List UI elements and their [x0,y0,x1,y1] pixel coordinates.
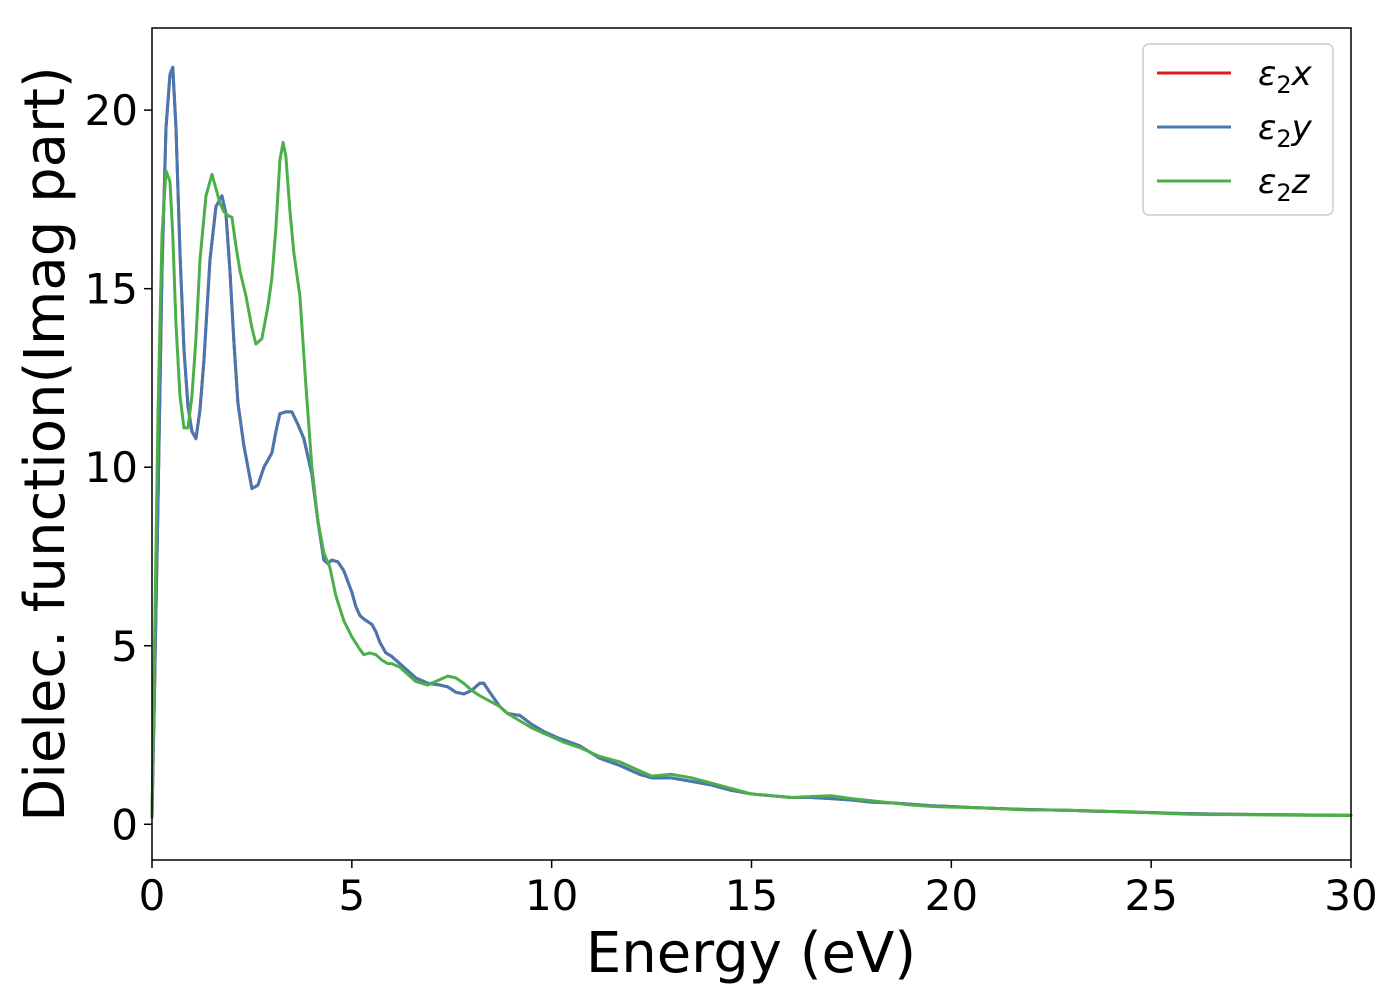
x-tick-label: 5 [338,871,365,920]
x-axis-title: Energy (eV) [586,921,916,986]
legend-entry-z: ε2z [1157,162,1311,207]
x-tick-label: 0 [139,871,166,920]
plot-area [150,65,1353,819]
legend-entry-x: ε2x [1157,54,1313,99]
x-tick-label: 20 [925,871,978,920]
y-tick-label: 15 [85,265,138,314]
x-axis: 0 5 10 15 20 25 30 [139,860,1378,920]
y-tick-label: 5 [111,622,138,671]
y-tick-label: 0 [111,800,138,849]
y-tick-label: 20 [85,86,138,135]
legend-label: ε2x [1258,54,1313,99]
x-tick-label: 15 [725,871,778,920]
legend: ε2x ε2y ε2z [1142,43,1334,216]
legend-label: ε2y [1258,108,1313,153]
legend-box [1142,43,1334,216]
y-tick-label: 10 [85,443,138,492]
x-tick-label: 10 [525,871,578,920]
y-axis: 0 5 10 15 20 [85,86,152,849]
x-tick-label: 30 [1324,871,1377,920]
series-line-z [150,140,1353,819]
y-axis-title: Dielec. function(Imag part) [13,66,78,822]
legend-label: ε2z [1258,162,1311,207]
x-tick-label: 25 [1124,871,1177,920]
legend-entry-y: ε2y [1157,108,1313,153]
